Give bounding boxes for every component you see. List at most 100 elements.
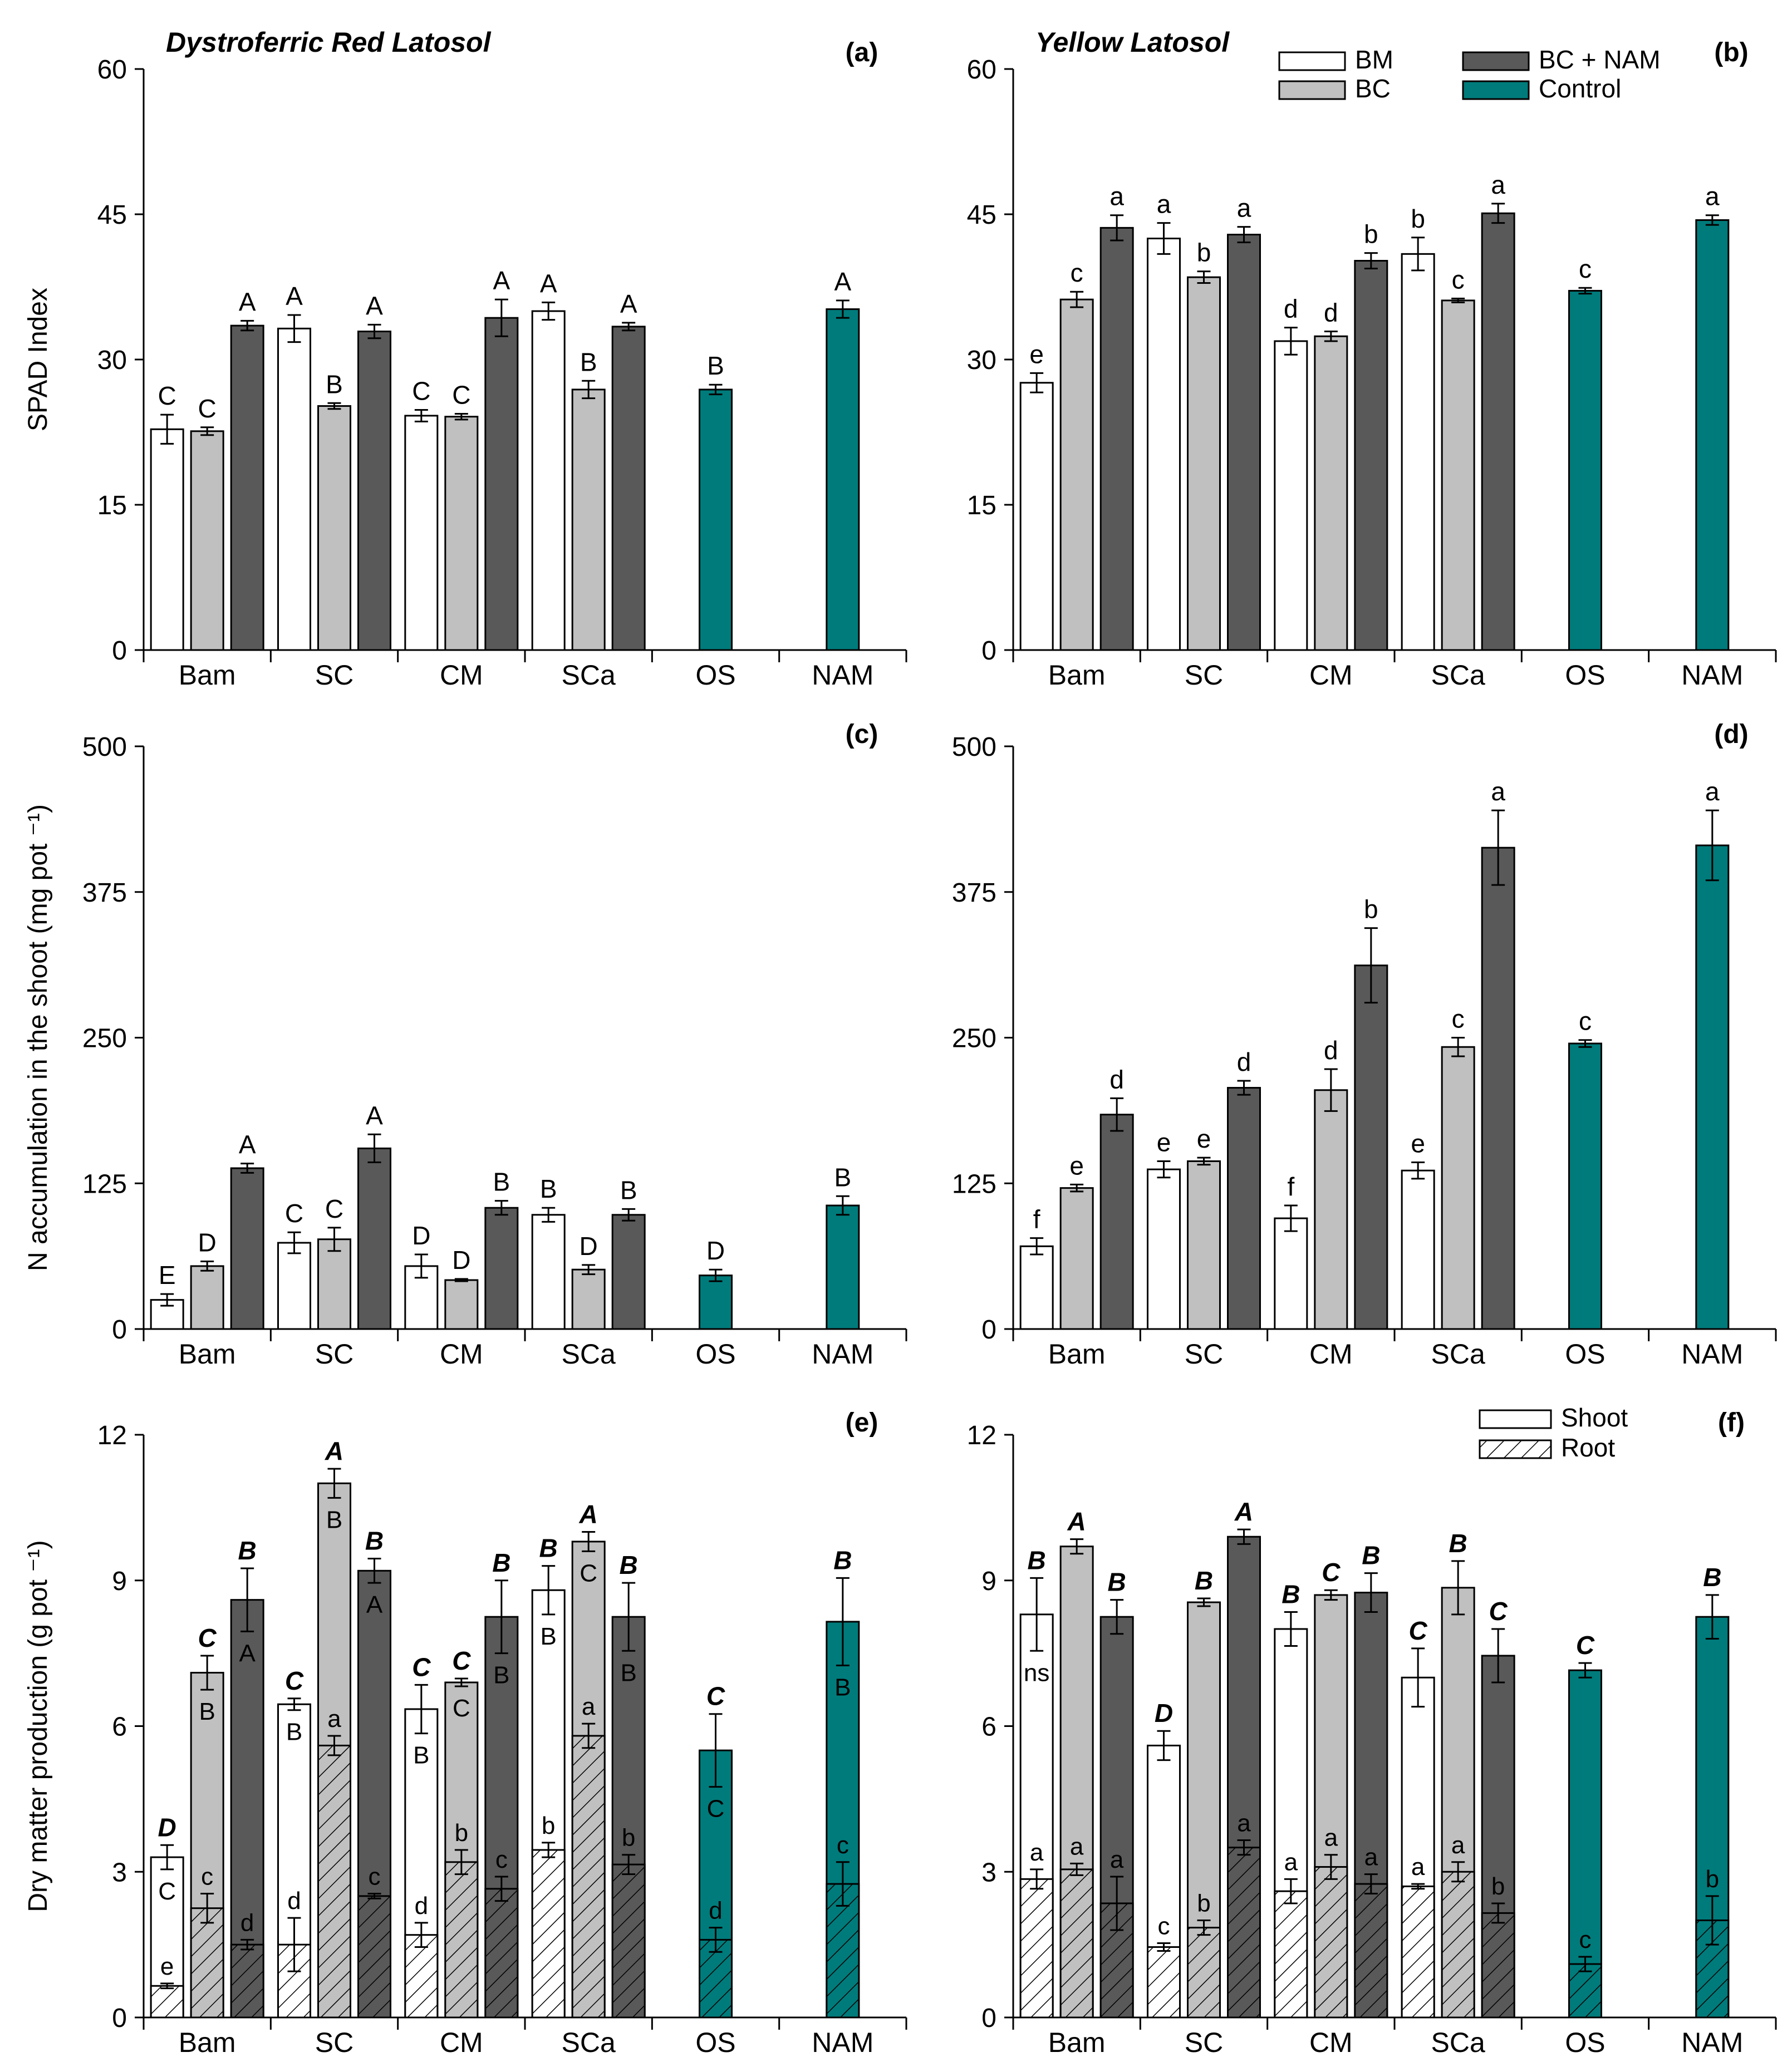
- bar-group: B: [484, 1168, 519, 1330]
- y-tick-label: 250: [82, 1024, 127, 1054]
- legend-item: Root: [1479, 1433, 1615, 1462]
- legend-label: Shoot: [1561, 1403, 1628, 1432]
- bar: [1059, 1187, 1094, 1330]
- significance-letter-root: c: [369, 1863, 381, 1891]
- significance-letter-root: b: [622, 1824, 635, 1852]
- bar-root: [1354, 1883, 1388, 2019]
- bar-group: a: [1695, 182, 1730, 651]
- significance-letter: A: [366, 291, 383, 320]
- x-tick-label: CM: [440, 1338, 483, 1370]
- bar: [1354, 964, 1388, 1330]
- x-tick-label: OS: [695, 660, 735, 691]
- bar-group: B: [531, 1174, 566, 1330]
- bar: [1695, 844, 1730, 1330]
- bar-group: B: [571, 347, 606, 651]
- significance-letter: f: [1033, 1205, 1040, 1234]
- significance-letter: e: [1069, 1151, 1084, 1180]
- panel-b: 0 15 30 45 60 Bam SC CM SCa OS NAM Yellow Latosol (b…: [967, 27, 1777, 691]
- bar-root: [1568, 1963, 1602, 2019]
- legend-item: Shoot: [1479, 1403, 1628, 1432]
- bar-root: [1314, 1866, 1348, 2019]
- significance-letter: A: [286, 282, 303, 311]
- bar-group: a: [1481, 170, 1515, 651]
- significance-letter-total: B: [1028, 1546, 1046, 1574]
- significance-letter: c: [1071, 258, 1083, 287]
- significance-letter: D: [198, 1228, 217, 1257]
- significance-letter: C: [285, 1199, 303, 1228]
- x-tick-label: SC: [315, 1338, 354, 1370]
- bar-group: CCb: [444, 1646, 479, 2019]
- significance-letter-root: b: [1197, 1890, 1210, 1917]
- bar: [1147, 238, 1181, 651]
- x-tick-label: SC: [1185, 2027, 1223, 2058]
- bar: [1147, 1168, 1181, 1330]
- x-tick-label: CM: [1309, 660, 1353, 691]
- significance-letter-total: C: [706, 1682, 725, 1711]
- significance-letter: B: [493, 1168, 510, 1197]
- bar-root: [444, 1861, 479, 2019]
- y-tick-label: 375: [82, 878, 127, 908]
- significance-letter-shoot: B: [620, 1659, 636, 1686]
- y-tick-label: 45: [97, 200, 127, 230]
- significance-letter: a: [1109, 182, 1124, 211]
- significance-letter-total: A: [579, 1500, 598, 1529]
- x-tick-label: SCa: [1431, 660, 1485, 691]
- bar: [357, 1147, 391, 1330]
- bar-root: [484, 1888, 519, 2019]
- significance-letter: D: [580, 1232, 598, 1261]
- y-tick-label: 30: [97, 346, 127, 375]
- significance-letter: A: [834, 267, 851, 296]
- legend-swatch: [1462, 80, 1530, 100]
- bar: [404, 415, 439, 651]
- bar-group: A: [826, 267, 860, 651]
- significance-letter-root: c: [837, 1832, 849, 1859]
- significance-letter-root: a: [1070, 1833, 1084, 1860]
- significance-letter-shoot: C: [453, 1695, 470, 1722]
- bar-group: b: [1401, 204, 1435, 651]
- significance-letter-root: a: [1030, 1839, 1044, 1866]
- bar-group: B Bb: [611, 1551, 646, 2019]
- panel-a: 0 15 30 45 60 Bam SC CM SCa OS NAM SPAD Index Dystro…: [23, 27, 907, 691]
- bar: [1274, 1217, 1308, 1330]
- significance-letter: C: [158, 381, 176, 410]
- bar-group: B: [317, 370, 351, 651]
- bar-group: A Ca: [571, 1500, 606, 2019]
- bar-group: A: [531, 269, 566, 651]
- bar-group: C: [317, 1194, 351, 1330]
- bar-root: [1441, 1871, 1475, 2019]
- significance-letter: f: [1287, 1172, 1294, 1201]
- bar-group: d: [1314, 1036, 1348, 1330]
- significance-letter: D: [412, 1221, 430, 1250]
- significance-letter-root: a: [1364, 1844, 1378, 1871]
- bar-group: Bns a: [1019, 1546, 1054, 2019]
- bar-group: d: [1099, 1065, 1134, 1330]
- significance-letter: C: [198, 394, 217, 423]
- bar-group: c: [1568, 1007, 1602, 1330]
- significance-letter-root: a: [1237, 1810, 1251, 1837]
- significance-letter-root: a: [1110, 1846, 1124, 1873]
- significance-letter: e: [1029, 339, 1044, 368]
- bar: [1099, 227, 1134, 651]
- significance-letter: A: [540, 269, 557, 298]
- bar: [1441, 299, 1475, 651]
- significance-letter: B: [580, 347, 597, 376]
- significance-letter: d: [1237, 1047, 1251, 1076]
- bar: [826, 308, 860, 651]
- bar: [826, 1204, 860, 1330]
- significance-letter-total: B: [1703, 1563, 1721, 1592]
- y-tick-label: 3: [112, 1858, 127, 1887]
- x-tick-label: NAM: [812, 1338, 873, 1370]
- significance-letter-total: C: [1322, 1558, 1341, 1587]
- significance-letter: e: [1411, 1129, 1425, 1158]
- significance-letter-shoot: B: [286, 1719, 302, 1746]
- bar-group: C: [444, 380, 479, 651]
- bar-group: C: [404, 376, 439, 651]
- bar-group: Cc: [1568, 1631, 1602, 2019]
- significance-letter-root: a: [327, 1705, 341, 1733]
- x-tick-label: CM: [440, 2027, 483, 2058]
- significance-letter-total: A: [1067, 1507, 1086, 1536]
- bar: [484, 317, 519, 651]
- significance-letter: A: [493, 266, 510, 295]
- x-tick-label: SCa: [1431, 2027, 1485, 2058]
